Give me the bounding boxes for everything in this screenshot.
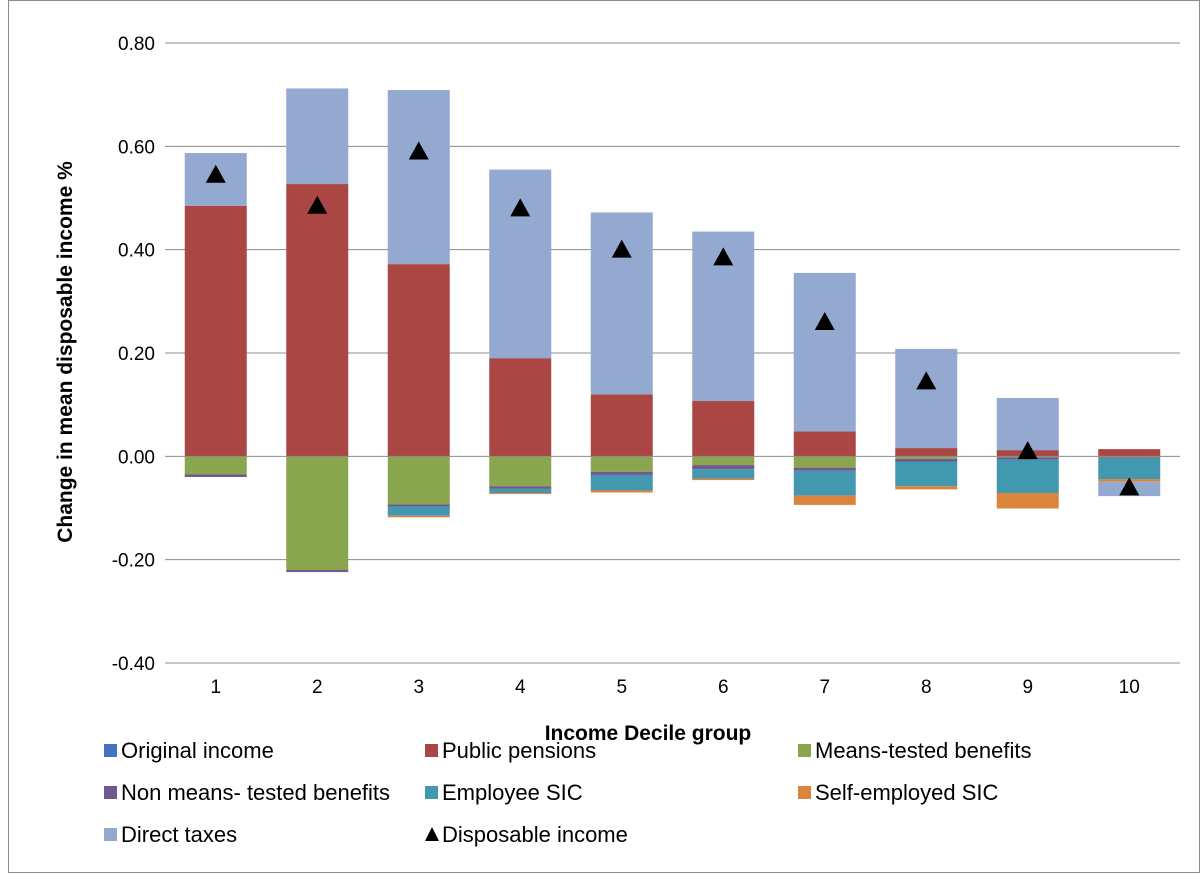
marker-point <box>205 164 226 183</box>
legend-label: Self-employed SIC <box>815 780 999 805</box>
bar-segment <box>895 458 958 462</box>
marker-point <box>1119 477 1140 496</box>
bars <box>184 88 1161 573</box>
marker-point <box>713 247 734 266</box>
y-axis-ticks: -0.40 -0.20 0.00 0.20 0.40 0.60 0.80 <box>112 34 155 675</box>
legend-swatch <box>425 744 438 757</box>
bar-segment <box>895 448 958 457</box>
bar-segment <box>590 474 653 491</box>
legend-swatch <box>798 786 811 799</box>
bar-segment <box>692 465 755 470</box>
bar-segment <box>996 459 1059 494</box>
y-tick-label: 0.80 <box>118 34 155 55</box>
bar-segment <box>286 88 349 185</box>
legend-swatch <box>104 786 117 799</box>
disposable-income-markers <box>205 141 1140 496</box>
bar-segment <box>895 348 958 449</box>
bar-segment <box>387 456 450 505</box>
marker-point <box>814 312 835 330</box>
bar-segment <box>286 456 349 570</box>
bar-segment <box>692 401 755 457</box>
bar-segment <box>590 394 653 457</box>
x-tick-label: 1 <box>210 677 221 698</box>
bar-segment <box>1098 458 1161 480</box>
marker-point <box>307 195 328 214</box>
bar-segment <box>793 431 856 457</box>
legend-swatch <box>798 744 811 757</box>
bar-segment <box>387 264 450 457</box>
bar-segment <box>489 493 552 495</box>
bar-segment <box>996 493 1059 509</box>
y-tick-label: -0.40 <box>112 654 155 675</box>
y-tick-label: 0.40 <box>118 241 155 262</box>
bar-segment <box>692 469 755 479</box>
legend-label: Non means- tested benefits <box>121 780 390 805</box>
x-axis-ticks: 1 2 3 4 5 6 7 8 9 10 <box>210 677 1139 698</box>
bar-segment <box>895 456 958 459</box>
bar-segment <box>387 506 450 516</box>
legend-label: Public pensions <box>442 738 596 763</box>
x-tick-label: 10 <box>1119 677 1140 698</box>
legend-label: Direct taxes <box>121 822 237 847</box>
bar-segment <box>895 486 958 490</box>
bar-segment <box>489 488 552 494</box>
legend-label: Disposable income <box>442 822 628 847</box>
bar-segment <box>387 90 450 265</box>
legend: Original income Public pensions Means-test… <box>104 738 1031 847</box>
bar-segment <box>1098 457 1161 459</box>
bar-segment <box>692 456 755 466</box>
legend-label: Means-tested benefits <box>815 738 1031 763</box>
bar-segment <box>184 205 247 457</box>
y-axis-title: Change in mean disposable income % <box>54 161 77 543</box>
x-tick-label: 6 <box>718 677 729 698</box>
bar-segment <box>489 486 552 489</box>
bar-segment <box>184 474 247 477</box>
marker-point <box>510 198 531 217</box>
bar-segment <box>793 456 856 468</box>
legend-swatch <box>104 828 117 841</box>
x-axis-title: Income Decile group <box>545 722 752 745</box>
x-tick-label: 7 <box>819 677 830 698</box>
legend-label: Original income <box>121 738 274 763</box>
legend-swatch <box>104 744 117 757</box>
y-tick-label: 0.20 <box>118 344 155 365</box>
bar-segment <box>793 495 856 505</box>
bar-segment <box>1098 456 1161 458</box>
x-tick-label: 2 <box>312 677 323 698</box>
x-tick-label: 8 <box>921 677 932 698</box>
legend-label: Employee SIC <box>442 780 583 805</box>
bar-segment <box>489 169 552 359</box>
bar-segment <box>793 467 856 471</box>
x-tick-label: 9 <box>1022 677 1033 698</box>
bar-segment <box>590 456 653 472</box>
bar-segment <box>489 358 552 457</box>
bar-segment <box>184 456 247 475</box>
marker-point <box>611 239 632 258</box>
bar-segment <box>286 184 349 457</box>
bar-segment <box>590 471 653 475</box>
bar-segment <box>387 504 450 507</box>
x-tick-label: 3 <box>413 677 424 698</box>
legend-swatch <box>425 827 439 841</box>
bar-segment <box>895 461 958 487</box>
bar-segment <box>286 570 349 573</box>
marker-point <box>1017 441 1038 460</box>
bar-segment <box>590 490 653 493</box>
bar-segment <box>489 456 552 487</box>
legend-swatch <box>425 786 438 799</box>
y-tick-label: 0.60 <box>118 137 155 158</box>
marker-point <box>408 141 429 160</box>
bar-segment <box>692 478 755 481</box>
y-tick-label: -0.20 <box>112 551 155 572</box>
y-tick-label: 0.00 <box>118 447 155 468</box>
marker-point <box>916 371 937 390</box>
bar-segment <box>793 272 856 432</box>
bar-segment <box>387 515 450 518</box>
x-tick-label: 5 <box>616 677 627 698</box>
bar-segment <box>1098 449 1161 457</box>
x-tick-label: 4 <box>515 677 526 698</box>
bar-segment <box>793 470 856 496</box>
